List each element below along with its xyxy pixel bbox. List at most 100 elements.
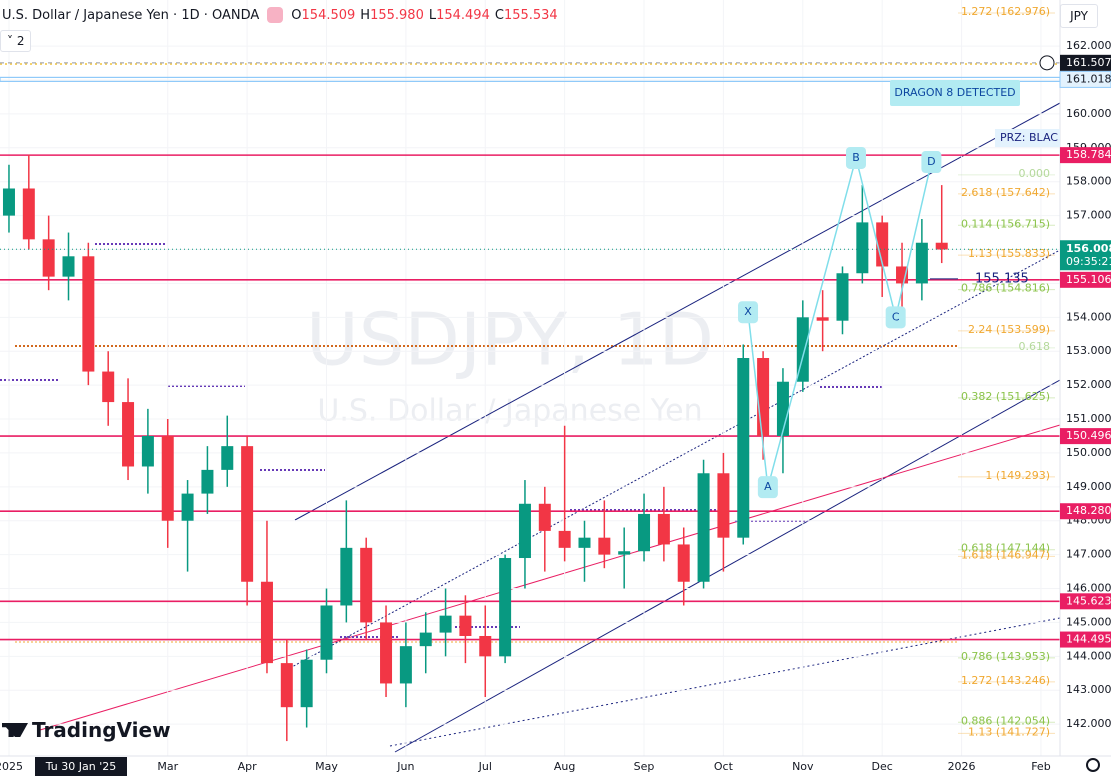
pattern-point-label: B	[852, 151, 860, 164]
indicator-toggle[interactable]: ˅ 2	[0, 30, 32, 52]
candle-body	[102, 371, 115, 403]
x-tick-label: Oct	[714, 760, 734, 773]
y-tick-label: 146.000	[1066, 582, 1111, 595]
candle-body	[241, 446, 254, 582]
fib-label: 2.24 (153.599)	[968, 323, 1050, 336]
pattern-point	[885, 306, 906, 329]
fib-label: 0.886 (142.054)	[961, 714, 1050, 727]
level-box	[1060, 503, 1111, 520]
currency-button[interactable]: JPY	[1060, 4, 1098, 28]
pattern-point-label: A	[764, 480, 772, 493]
pattern-point	[845, 146, 866, 169]
candle-body	[915, 242, 928, 284]
candle-body	[836, 273, 849, 321]
candle-body	[578, 537, 591, 548]
time-axis: 2025 Mar Apr May Jun Jul Aug Sep Oct Nov Dec 2026 Fe…	[0, 755, 1111, 776]
current-price-label: 156.008	[1066, 242, 1111, 255]
fib-label: 0.786 (143.953)	[961, 650, 1050, 663]
x-tick-label: Feb	[1031, 760, 1050, 773]
x-tick-label: May	[315, 760, 338, 773]
x-tick-label: 2025	[0, 760, 23, 773]
trend-drawings	[0, 63, 1061, 753]
y-tick-label: 143.000	[1066, 683, 1111, 696]
candle-body	[2, 188, 15, 216]
fib-label: 0.114 (156.715)	[961, 217, 1050, 230]
candle-body	[181, 493, 194, 521]
ohlc-value: 154.494	[436, 7, 490, 23]
y-tick-label: 157.000	[1066, 209, 1111, 222]
fib-label: 0.000	[1019, 167, 1051, 180]
price-axis: 142.000 143.000 144.000 145.000 146.000 147.0…	[1059, 0, 1111, 776]
pattern-point	[921, 151, 942, 174]
candle-body	[62, 256, 75, 277]
y-tick-label: 154.000	[1066, 310, 1111, 323]
pattern-note-box	[890, 80, 1020, 106]
candle-body	[638, 513, 651, 552]
ohlc-key: O	[291, 7, 302, 23]
candle-body	[598, 537, 611, 555]
crosshair-level-label: 161.507	[1066, 56, 1111, 69]
ohlc-value: 155.980	[370, 7, 424, 23]
band-level-box	[1059, 70, 1111, 88]
candle-body	[856, 222, 869, 274]
settings-icon[interactable]	[1086, 758, 1100, 772]
candle-body	[935, 242, 948, 250]
candle-body	[201, 469, 214, 494]
level-box	[1060, 428, 1111, 445]
y-tick-label: 142.000	[1066, 717, 1111, 730]
fib-label: 0.618	[1019, 340, 1051, 353]
ohlc-key: C	[494, 7, 504, 23]
level-label: 148.280	[1066, 504, 1111, 517]
candle-body	[479, 635, 492, 657]
band-level-label: 161.018	[1066, 72, 1111, 85]
alert-icon[interactable]	[267, 7, 284, 23]
candle-body	[499, 558, 512, 657]
x-tick-label: 2026	[948, 760, 976, 773]
candle-body	[260, 581, 273, 664]
y-tick-label: 152.000	[1066, 378, 1111, 391]
candle-body	[459, 615, 472, 636]
candle-body	[737, 357, 750, 538]
crosshair-time-box	[35, 757, 127, 776]
candle-body	[876, 222, 889, 267]
logo: TradingView	[2, 718, 171, 742]
y-tick-label: 160.000	[1066, 107, 1111, 120]
overlay-layer: X A B C D DRAGON 8 DETECTED PRZ: BLAC 155.135	[738, 55, 1060, 499]
fib-label: 1.13 (141.727)	[968, 725, 1050, 738]
watermark-symbol: USDJPY, 1D	[306, 298, 714, 382]
fib-label: 1.13 (155.833)	[968, 247, 1050, 260]
fib-label: 1 (149.293)	[985, 469, 1050, 482]
candle-body	[439, 615, 452, 633]
candle-body	[618, 551, 631, 555]
candle-body	[42, 239, 55, 277]
x-tick-label: Nov	[792, 760, 814, 773]
fib-label: 1.618 (146.947)	[961, 548, 1050, 561]
candle-body	[657, 513, 670, 545]
level-label: 155.106	[1066, 273, 1111, 286]
crosshair-level-box	[1060, 54, 1111, 71]
current-price-box	[1060, 240, 1111, 271]
candle-body	[558, 530, 571, 548]
pattern-point	[738, 301, 759, 324]
fib-label: 0.786 (154.816)	[961, 282, 1050, 295]
candle-body	[677, 544, 690, 582]
y-tick-label: 162.000	[1066, 39, 1111, 52]
prz-note: PRZ: BLAC	[1000, 131, 1058, 144]
fib-label: 2.618 (157.642)	[961, 186, 1050, 199]
x-tick-label: Jul	[478, 760, 492, 773]
ohlc-value: 155.534	[503, 7, 558, 23]
pattern-point	[757, 476, 778, 499]
crosshair-plus	[1039, 55, 1055, 71]
countdown-label: 09:35:21	[1066, 255, 1111, 268]
candle-body	[22, 188, 35, 240]
time-axis-background	[0, 756, 1111, 776]
level-label: 150.496	[1066, 429, 1111, 442]
x-tick-label: Mar	[157, 760, 178, 773]
level-box	[1060, 593, 1111, 610]
ohlc-value: 154.509	[301, 7, 356, 23]
level-label: 144.495	[1066, 633, 1111, 646]
x-tick-label: Jun	[396, 760, 414, 773]
y-tick-label: 151.000	[1066, 412, 1111, 425]
x-tick-label: Aug	[554, 760, 575, 773]
